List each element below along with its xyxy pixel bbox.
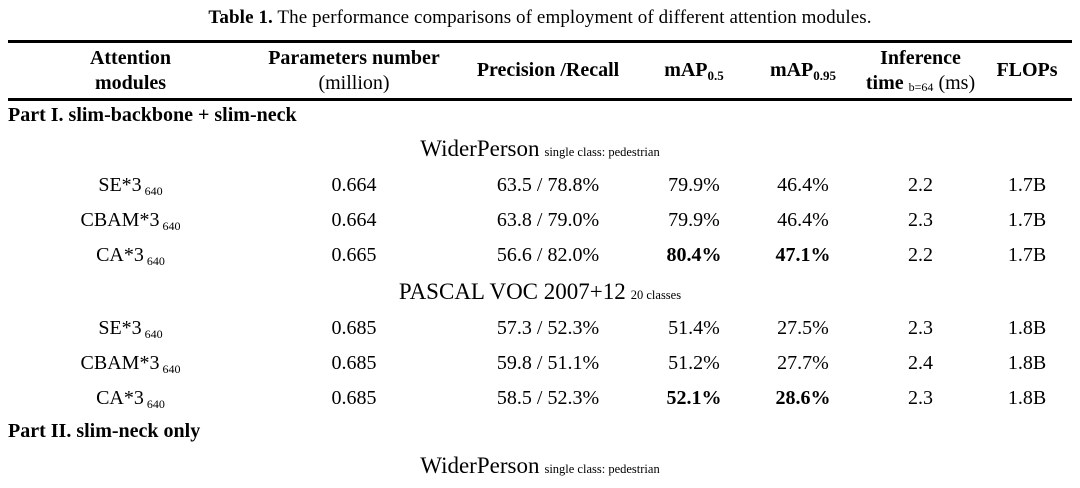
col-header-attention-modules: Attention modules [89, 46, 172, 94]
cell-module: CA*3 640 [96, 386, 165, 411]
cell-precision-recall: 56.6 / 82.0% [496, 243, 600, 266]
cell-inference-time: 2.2 [908, 173, 933, 196]
cell-module: CA*3 640 [96, 243, 165, 268]
table-caption-text: The performance comparisons of employmen… [277, 7, 872, 28]
cell-precision-recall: 63.5 / 78.8% [496, 173, 600, 196]
dataset-widerperson-2: WiderPerson single class: pedestrian [8, 448, 1072, 484]
cell-module: CBAM*3 640 [80, 208, 181, 233]
cell-precision-recall: 59.8 / 51.1% [496, 351, 600, 374]
dataset-name: PASCAL VOC 2007+12 [398, 278, 626, 304]
dataset-note: single class: pedestrian [544, 461, 660, 476]
dataset-note: single class: pedestrian [544, 144, 660, 159]
cell-flops: 1.7B [1007, 243, 1047, 266]
cell-map50-best: 52.1% [666, 386, 722, 409]
dataset-note: 20 classes [630, 287, 682, 302]
cell-precision-recall: 63.8 / 79.0% [496, 208, 600, 231]
col-header-precision-recall: Precision /Recall [476, 59, 620, 81]
dataset-widerperson-1: WiderPerson single class: pedestrian [8, 130, 1072, 168]
cell-params: 0.665 [331, 243, 377, 266]
cell-map50: 51.2% [668, 351, 720, 374]
cell-map50-best: 80.4% [666, 243, 722, 266]
section-part1: Part I. slim-backbone + slim-neck [8, 100, 1072, 130]
cell-map95: 27.7% [777, 351, 829, 374]
cell-module: CBAM*3 640 [80, 351, 181, 376]
table-row: CBAM*3 640 0.685 59.8 / 51.1% 51.2% 27.7%… [8, 346, 1072, 381]
section-part1-label: Part I. slim-backbone + slim-neck [8, 103, 297, 126]
cell-map95-best: 28.6% [775, 386, 831, 409]
performance-table: Attention modules Parameters number (mil… [8, 40, 1072, 484]
col-header-inference-time: Inference time b=64 (ms) [865, 46, 976, 94]
dataset-pascal-voc: PASCAL VOC 2007+12 20 classes [8, 273, 1072, 311]
cell-map95: 46.4% [777, 173, 829, 196]
cell-flops: 1.8B [1007, 316, 1047, 339]
cell-map95: 27.5% [777, 316, 829, 339]
cell-inference-time: 2.2 [908, 243, 933, 266]
cell-params: 0.685 [331, 316, 377, 339]
cell-params: 0.664 [331, 173, 377, 196]
cell-inference-time: 2.4 [908, 351, 933, 374]
table-header: Attention modules Parameters number (mil… [8, 42, 1072, 100]
cell-inference-time: 2.3 [908, 316, 933, 339]
table-caption: Table 1. The performance comparisons of … [0, 0, 1080, 29]
cell-inference-time: 2.3 [908, 386, 933, 409]
col-header-map50: mAP0.5 [664, 59, 724, 83]
col-header-map95: mAP0.95 [769, 59, 837, 83]
cell-map95: 46.4% [777, 208, 829, 231]
cell-inference-time: 2.3 [908, 208, 933, 231]
cell-map50: 79.9% [668, 173, 720, 196]
cell-params: 0.685 [331, 351, 377, 374]
cell-map50: 51.4% [668, 316, 720, 339]
cell-precision-recall: 58.5 / 52.3% [496, 386, 600, 409]
cell-params: 0.664 [331, 208, 377, 231]
table-row: CBAM*3 640 0.664 63.8 / 79.0% 79.9% 46.4%… [8, 203, 1072, 238]
cell-params: 0.685 [331, 386, 377, 409]
dataset-name: WiderPerson [420, 135, 540, 161]
cell-module: SE*3 640 [98, 173, 163, 198]
cell-flops: 1.7B [1007, 208, 1047, 231]
table-row: CA*3 640 0.685 58.5 / 52.3% 52.1% 28.6% 2… [8, 381, 1072, 416]
col-header-flops: FLOPs [996, 59, 1058, 81]
col-header-parameters: Parameters number (million) [268, 46, 440, 94]
section-part2: Part II. slim-neck only [8, 416, 1072, 448]
cell-precision-recall: 57.3 / 52.3% [496, 316, 600, 339]
cell-flops: 1.7B [1007, 173, 1047, 196]
table-caption-label: Table 1. [208, 7, 273, 28]
cell-flops: 1.8B [1007, 351, 1047, 374]
cell-flops: 1.8B [1007, 386, 1047, 409]
table-row: SE*3 640 0.664 63.5 / 78.8% 79.9% 46.4% 2… [8, 168, 1072, 203]
section-part2-label: Part II. slim-neck only [8, 420, 201, 442]
table-row: CA*3 640 0.665 56.6 / 82.0% 80.4% 47.1% 2… [8, 238, 1072, 273]
cell-map95-best: 47.1% [775, 243, 831, 266]
cell-module: SE*3 640 [98, 316, 163, 341]
table-row: SE*3 640 0.685 57.3 / 52.3% 51.4% 27.5% 2… [8, 311, 1072, 346]
dataset-name: WiderPerson [420, 452, 540, 478]
cell-map50: 79.9% [668, 208, 720, 231]
